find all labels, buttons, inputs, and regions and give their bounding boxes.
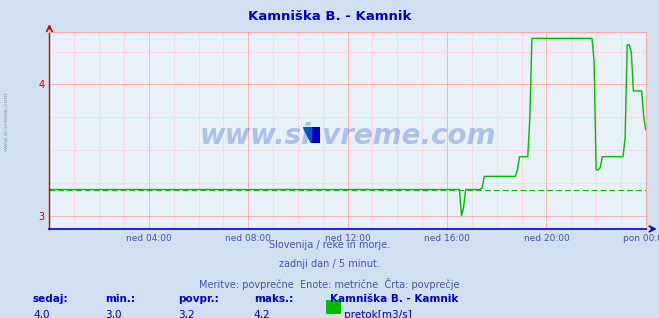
Text: 4,2: 4,2: [254, 310, 270, 318]
Text: 3,2: 3,2: [178, 310, 194, 318]
Text: Slovenija / reke in morje.: Slovenija / reke in morje.: [269, 240, 390, 250]
Text: Kamniška B. - Kamnik: Kamniška B. - Kamnik: [330, 294, 458, 304]
Text: maks.:: maks.:: [254, 294, 293, 304]
Text: www.si-vreme.com: www.si-vreme.com: [200, 122, 496, 150]
Text: 4,0: 4,0: [33, 310, 49, 318]
Text: Meritve: povprečne  Enote: metrične  Črta: povprečje: Meritve: povprečne Enote: metrične Črta:…: [199, 278, 460, 290]
Text: povpr.:: povpr.:: [178, 294, 219, 304]
Text: zadnji dan / 5 minut.: zadnji dan / 5 minut.: [279, 259, 380, 269]
Text: sedaj:: sedaj:: [33, 294, 69, 304]
Text: www.si-vreme.com: www.si-vreme.com: [3, 91, 9, 151]
Text: pretok[m3/s]: pretok[m3/s]: [344, 310, 412, 318]
Polygon shape: [303, 127, 312, 143]
Text: 3,0: 3,0: [105, 310, 122, 318]
Text: Kamniška B. - Kamnik: Kamniška B. - Kamnik: [248, 10, 411, 23]
Text: min.:: min.:: [105, 294, 136, 304]
Bar: [312, 127, 320, 143]
